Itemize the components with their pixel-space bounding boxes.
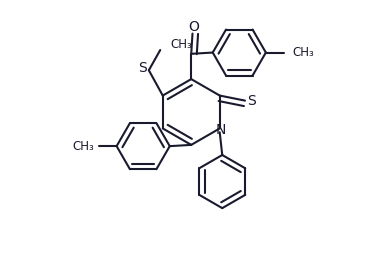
Text: CH₃: CH₃: [293, 46, 314, 59]
Text: N: N: [216, 123, 226, 137]
Text: CH₃: CH₃: [170, 38, 192, 52]
Text: S: S: [247, 94, 256, 108]
Text: S: S: [138, 61, 147, 75]
Text: O: O: [188, 20, 199, 34]
Text: CH₃: CH₃: [72, 140, 94, 153]
